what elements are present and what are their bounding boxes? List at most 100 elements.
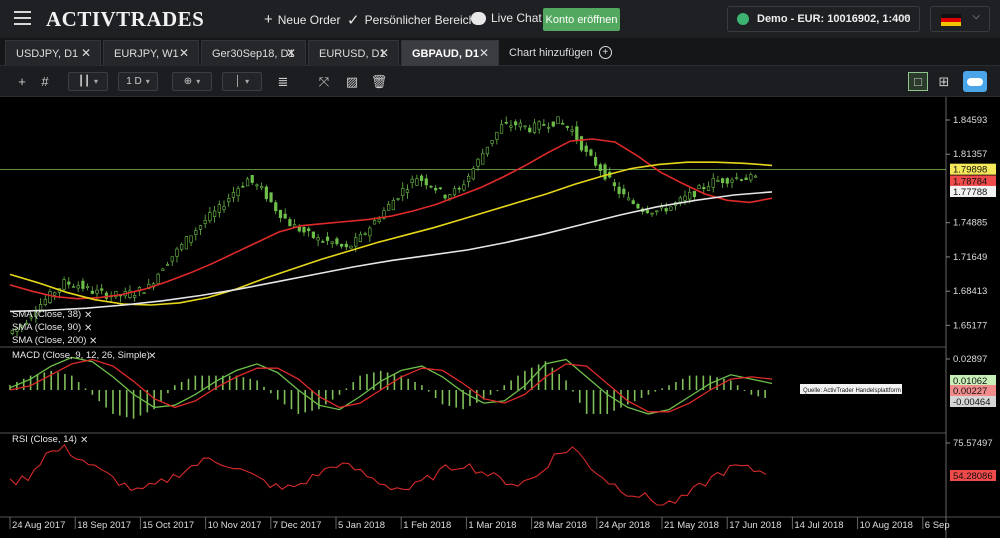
candle-body (227, 198, 231, 203)
macd-histogram-bar (256, 380, 258, 390)
split-layout-icon[interactable]: ⊞ (938, 73, 950, 89)
candle-body (344, 243, 348, 248)
macd-histogram-bar (98, 390, 101, 402)
candle-body (368, 227, 372, 237)
macd-histogram-bar (716, 377, 718, 390)
trash-icon[interactable]: 🗑 (370, 73, 388, 89)
candle-body (711, 178, 715, 188)
macd-histogram-bar (407, 378, 409, 390)
macd-label: 0.00227 (953, 386, 987, 397)
candle-body (10, 329, 14, 334)
remove-indicator-icon[interactable]: ✕ (89, 336, 97, 347)
new-order-button[interactable]: + Neue Order (264, 11, 340, 28)
candle-body (697, 185, 701, 189)
candle-body (546, 126, 551, 129)
candle-body (735, 177, 739, 179)
macd-histogram-bar (462, 390, 464, 410)
candle-body (542, 124, 546, 126)
chart-area[interactable]: 1.84593 1.81357 1.74885 1.71649 1.68413 1.651… (0, 97, 1000, 538)
tab-eurusd[interactable]: EURUSD, D1 ✕ (308, 40, 399, 66)
price-label-box (950, 175, 996, 187)
candle-body (170, 256, 174, 262)
remove-indicator-icon[interactable]: ✕ (84, 310, 92, 321)
macd-histogram-bar (283, 390, 286, 405)
candle-body (217, 204, 221, 213)
chart-canvas[interactable]: 1.84593 1.81357 1.74885 1.71649 1.68413 1.651… (0, 97, 1000, 538)
chart-type-dropdown[interactable]: ┃┃ ▾ (68, 72, 108, 91)
tab-eurjpy[interactable]: EURJPY, W1 ✕ (103, 40, 199, 66)
macd-label-box (950, 396, 996, 407)
macd-histogram-bar (688, 375, 691, 390)
macd-histogram-bar (290, 390, 293, 410)
macd-histogram-bar (187, 378, 190, 390)
chevron-down-icon: ▾ (94, 77, 99, 86)
menu-icon[interactable] (14, 11, 31, 25)
grid-icon[interactable]: # (41, 74, 49, 89)
close-icon[interactable]: ✕ (478, 46, 489, 60)
account-selector[interactable]: Demo - EUR: 10016902, 1:400 ⌵ (727, 6, 920, 32)
macd-histogram-bar (57, 372, 59, 390)
close-icon[interactable]: ✕ (378, 46, 389, 60)
candle-body (744, 177, 748, 180)
remove-indicator-icon[interactable]: ✕ (148, 351, 156, 362)
tab-label: USDJPY, D1 (16, 47, 79, 60)
candle-body (278, 209, 283, 219)
drawing-tools-dropdown[interactable]: │ ▾ (222, 72, 262, 91)
candle-body (429, 185, 433, 188)
single-layout-icon[interactable]: □ (908, 72, 928, 91)
live-chat-button[interactable]: Live Chat (471, 11, 542, 25)
candle-body (20, 325, 24, 328)
candle-body (692, 191, 696, 198)
add-chart-button[interactable]: Chart hinzufügen + (509, 46, 612, 59)
open-account-button[interactable]: Konto eröffnen (543, 8, 620, 31)
candle-body (208, 212, 212, 222)
remove-indicator-icon[interactable]: ✕ (80, 435, 88, 446)
macd-histogram-bar (544, 361, 547, 390)
candle-body (194, 230, 198, 235)
timeframe-dropdown[interactable]: 1 D ▾ (118, 72, 158, 91)
add-indicator-dropdown[interactable]: ⊕ ▾ (172, 72, 212, 91)
macd-histogram-bar (681, 378, 684, 390)
fit-chart-icon[interactable]: ⤧ (318, 73, 330, 89)
macd-histogram-bar (585, 390, 588, 414)
candle-body (269, 192, 273, 203)
macd-histogram-bar (613, 390, 615, 411)
cloud-icon[interactable] (963, 71, 987, 92)
candle-body (76, 285, 80, 289)
macd-legend: MACD (Close, 9, 12, 26, Simple) (12, 350, 150, 361)
close-icon[interactable]: ✕ (285, 46, 296, 60)
candle-body (95, 289, 99, 294)
candle-body (222, 206, 226, 210)
remove-indicator-icon[interactable]: ✕ (84, 323, 92, 334)
add-chart-label: Chart hinzufügen (509, 46, 593, 59)
fibonacci-icon[interactable]: ≣ (277, 73, 289, 89)
macd-histogram-bar (572, 390, 574, 392)
candle-body (241, 185, 245, 188)
macd-histogram-bar (160, 390, 162, 402)
macd-histogram-bar (578, 390, 581, 403)
candle-body (650, 212, 654, 215)
tab-gbpaud[interactable]: GBPAUD, D1 ✕ (401, 40, 499, 66)
template-icon[interactable]: ▨ (345, 73, 359, 89)
personal-area-button[interactable]: ✓ Persönlicher Bereich (347, 11, 475, 29)
price-tick-label: 1.74885 (953, 218, 987, 229)
candle-body (509, 125, 513, 128)
candle-body (462, 184, 466, 191)
candle-body (274, 202, 278, 212)
close-icon[interactable]: ✕ (178, 46, 189, 60)
price-tick-label: 1.81357 (953, 149, 987, 160)
candle-body (706, 186, 711, 191)
candle-body (325, 236, 330, 241)
date-tick-label: 14 Jul 2018 (794, 520, 843, 531)
tab-ger30[interactable]: Ger30Sep18, D1 ✕ (201, 40, 306, 66)
close-icon[interactable]: ✕ (80, 46, 91, 60)
language-selector[interactable]: ⌵ (930, 6, 990, 32)
candle-body (434, 187, 438, 191)
new-order-label: Neue Order (277, 12, 341, 27)
crosshair-icon[interactable]: + (18, 74, 26, 89)
candle-body (570, 129, 574, 132)
price-label: 1.77788 (953, 187, 987, 198)
tab-usdjpy[interactable]: USDJPY, D1 ✕ (5, 40, 101, 66)
candle-body (340, 243, 344, 247)
macd-histogram-bar (29, 375, 32, 390)
